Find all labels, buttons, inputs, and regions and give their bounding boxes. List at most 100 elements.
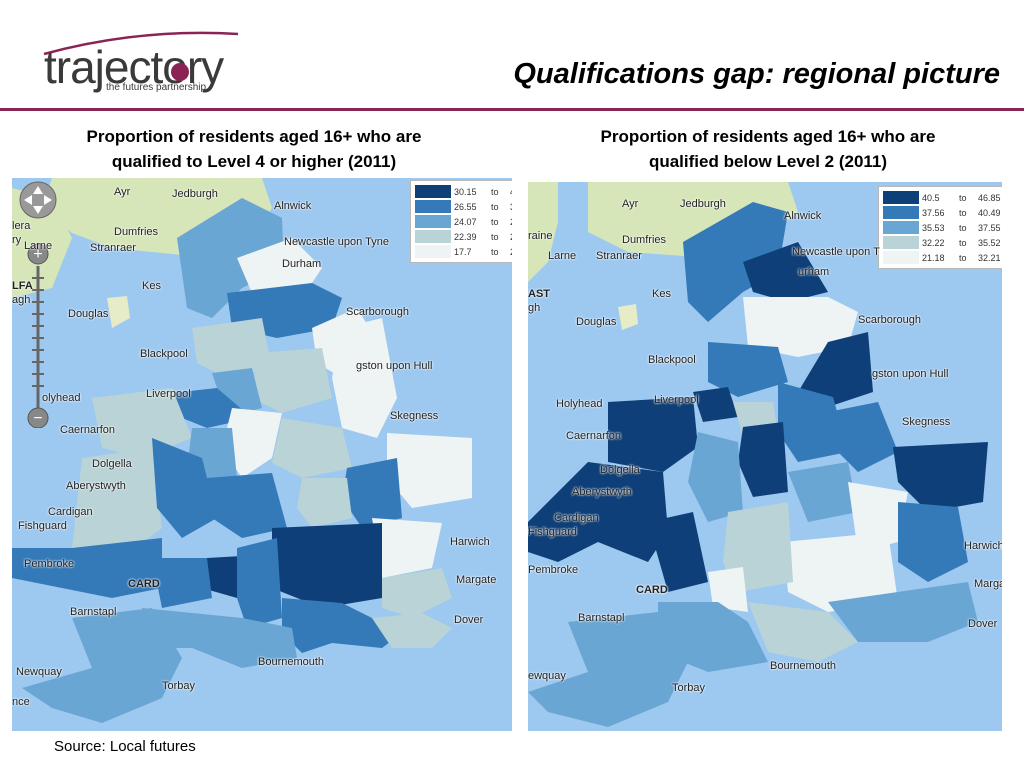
place-label: Newcastle upon T [792, 246, 880, 258]
place-label: Blackpool [648, 354, 696, 366]
legend-row: 32.22 to 35.52 [883, 235, 1002, 250]
place-label: Alnwick [784, 210, 822, 222]
place-label: Blackpool [140, 348, 188, 360]
place-label: Cardigan [48, 506, 93, 518]
place-label: Kes [142, 280, 161, 292]
legend-high: 30.14 [510, 202, 512, 212]
place-label: Bournemouth [258, 656, 325, 668]
place-label: Bournemouth [770, 660, 837, 672]
legend-swatch [415, 215, 451, 228]
place-label: Skegness [390, 410, 439, 422]
place-label: Scarborough [346, 306, 409, 318]
place-label: Pembroke [528, 564, 579, 576]
place-label: gh [528, 302, 541, 314]
map-below-level2[interactable]: 40.5 to 46.85 37.56 to 40.49 35.53 to 37.55 32.22… [528, 182, 1002, 731]
place-label: lera [12, 220, 31, 232]
legend-high: 22.38 [510, 247, 512, 257]
legend-range: 32.22 to 35.52 [919, 238, 1002, 248]
place-label: Dolgella [600, 464, 640, 476]
place-label: Fishguard [18, 520, 67, 532]
legend-to: to [959, 192, 967, 203]
place-label: olyhead [42, 392, 81, 404]
legend-high: 37.55 [978, 222, 1001, 233]
legend-to: to [959, 237, 967, 248]
place-label: ry [12, 234, 22, 246]
place-label: gston upon Hull [872, 368, 949, 380]
place-label: CARD [128, 578, 160, 590]
legend-row: 37.56 to 40.49 [883, 205, 1002, 220]
place-label: Harwich [964, 540, 1002, 552]
place-label: Liverpool [654, 394, 699, 406]
legend-row: 26.55 to 30.14 [415, 199, 512, 214]
legend-to: to [491, 216, 499, 227]
place-label: Fishguard [528, 526, 577, 538]
legend-swatch [415, 245, 451, 258]
legend-high: 46.85 [978, 192, 1001, 203]
place-label: Torbay [162, 680, 196, 692]
place-label: Dumfries [114, 226, 159, 238]
place-label: Dover [968, 618, 998, 630]
legend-high: 32.21 [978, 252, 1001, 263]
legend-range: 35.53 to 37.55 [919, 223, 1002, 233]
place-label: Alnwick [274, 200, 312, 212]
place-label: ewquay [528, 670, 566, 682]
place-label: Kes [652, 288, 671, 300]
zoom-control[interactable]: + − [12, 178, 64, 428]
legend-swatch [415, 230, 451, 243]
legend-range: 17.7 to 22.38 [451, 247, 512, 257]
legend-swatch [883, 221, 919, 234]
legend-swatch [883, 191, 919, 204]
map-canvas [12, 178, 472, 723]
legend-range: 24.07 to 26.54 [451, 217, 512, 227]
place-label: Pembroke [24, 558, 75, 570]
legend-swatch [415, 185, 451, 198]
place-label: nce [12, 696, 30, 708]
page-title: Qualifications gap: regional picture [513, 58, 1000, 90]
legend-high: 49.03 [510, 187, 512, 197]
place-label: Jedburgh [680, 198, 726, 210]
legend-swatch [883, 251, 919, 264]
svg-text:−: − [33, 410, 42, 427]
caption-line: Proportion of residents aged 16+ who are [86, 127, 422, 146]
legend-range: 26.55 to 30.14 [451, 202, 512, 212]
place-label: Dolgella [92, 458, 132, 470]
legend-low: 26.55 [454, 201, 477, 212]
header-divider [0, 108, 1024, 111]
legend-low: 37.56 [922, 207, 945, 218]
legend-to: to [491, 186, 499, 197]
legend-high: 26.54 [510, 217, 512, 227]
legend-range: 40.5 to 46.85 [919, 193, 1002, 203]
place-label: gston upon Hull [356, 360, 433, 372]
map-level4-or-higher[interactable]: + − 30.15 to 49.03 26.55 to 30.14 24.07 to 26.54… [12, 178, 512, 731]
legend-row: 22.39 to 24.06 [415, 229, 512, 244]
place-label: Marga [974, 578, 1002, 590]
place-label: raine [528, 230, 553, 242]
caption-line: Proportion of residents aged 16+ who are [600, 127, 936, 146]
legend-range: 22.39 to 24.06 [451, 232, 512, 242]
legend-high: 40.49 [978, 207, 1001, 218]
svg-text:+: + [33, 246, 42, 263]
place-label: Douglas [68, 308, 109, 320]
legend-high: 35.52 [978, 237, 1001, 248]
legend-row: 40.5 to 46.85 [883, 190, 1002, 205]
place-label: Barnstapl [70, 606, 117, 618]
place-label: CARD [636, 584, 668, 596]
place-label: Aberystwyth [66, 480, 126, 492]
source-note: Source: Local futures [54, 738, 196, 755]
place-label: Ayr [114, 186, 131, 198]
logo-swoosh [43, 31, 239, 56]
logo-wordmark: trajectory [44, 41, 224, 93]
place-label: Larne [548, 250, 577, 262]
legend-high: 24.06 [510, 232, 512, 242]
legend-to: to [959, 222, 967, 233]
legend-range: 37.56 to 40.49 [919, 208, 1002, 218]
map-left-caption: Proportion of residents aged 16+ who are… [14, 124, 494, 174]
legend-row: 17.7 to 22.38 [415, 244, 512, 259]
map-legend: 30.15 to 49.03 26.55 to 30.14 24.07 to 26.54 22.3… [410, 180, 512, 263]
map-canvas [528, 182, 988, 727]
place-label: Liverpool [146, 388, 191, 400]
legend-to: to [959, 207, 967, 218]
place-label: Margate [456, 574, 497, 586]
legend-low: 22.39 [454, 231, 477, 242]
legend-swatch [415, 200, 451, 213]
